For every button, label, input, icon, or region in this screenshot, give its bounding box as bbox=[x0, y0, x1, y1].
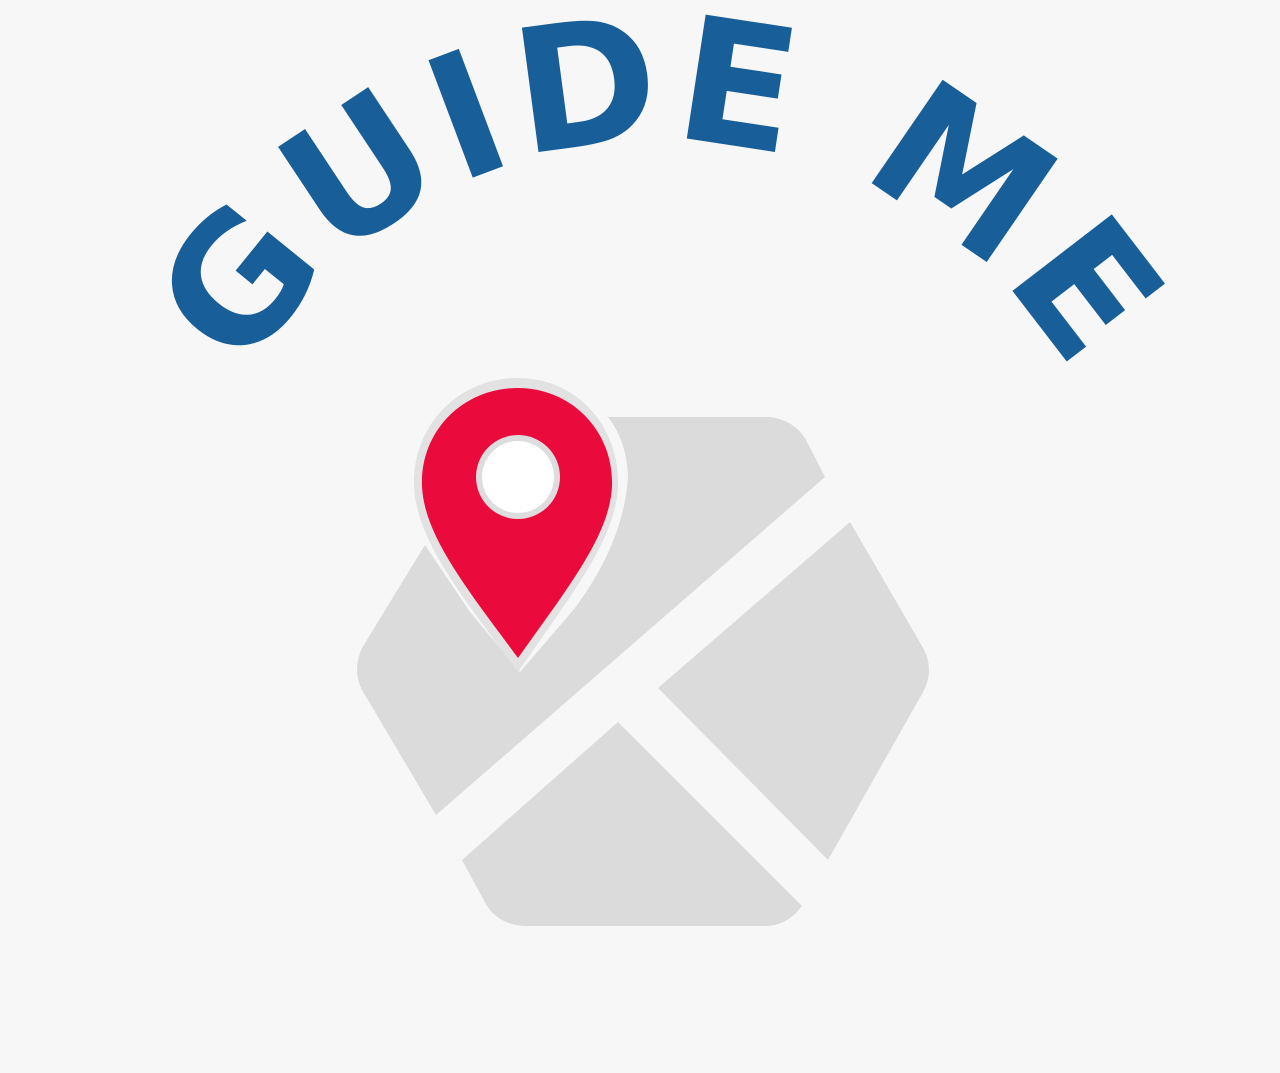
map-panel-bottom bbox=[462, 722, 802, 926]
location-pin-icon bbox=[413, 378, 619, 672]
map-panel-right bbox=[658, 522, 929, 860]
pin-hole bbox=[482, 441, 554, 513]
logo-wordmark: GUIDE ME bbox=[116, 0, 1205, 401]
map-panel-top bbox=[357, 417, 825, 815]
folded-map-icon bbox=[357, 417, 929, 926]
pin-body bbox=[421, 388, 613, 658]
logo-wordmark-path: GUIDE ME bbox=[116, 0, 1199, 401]
